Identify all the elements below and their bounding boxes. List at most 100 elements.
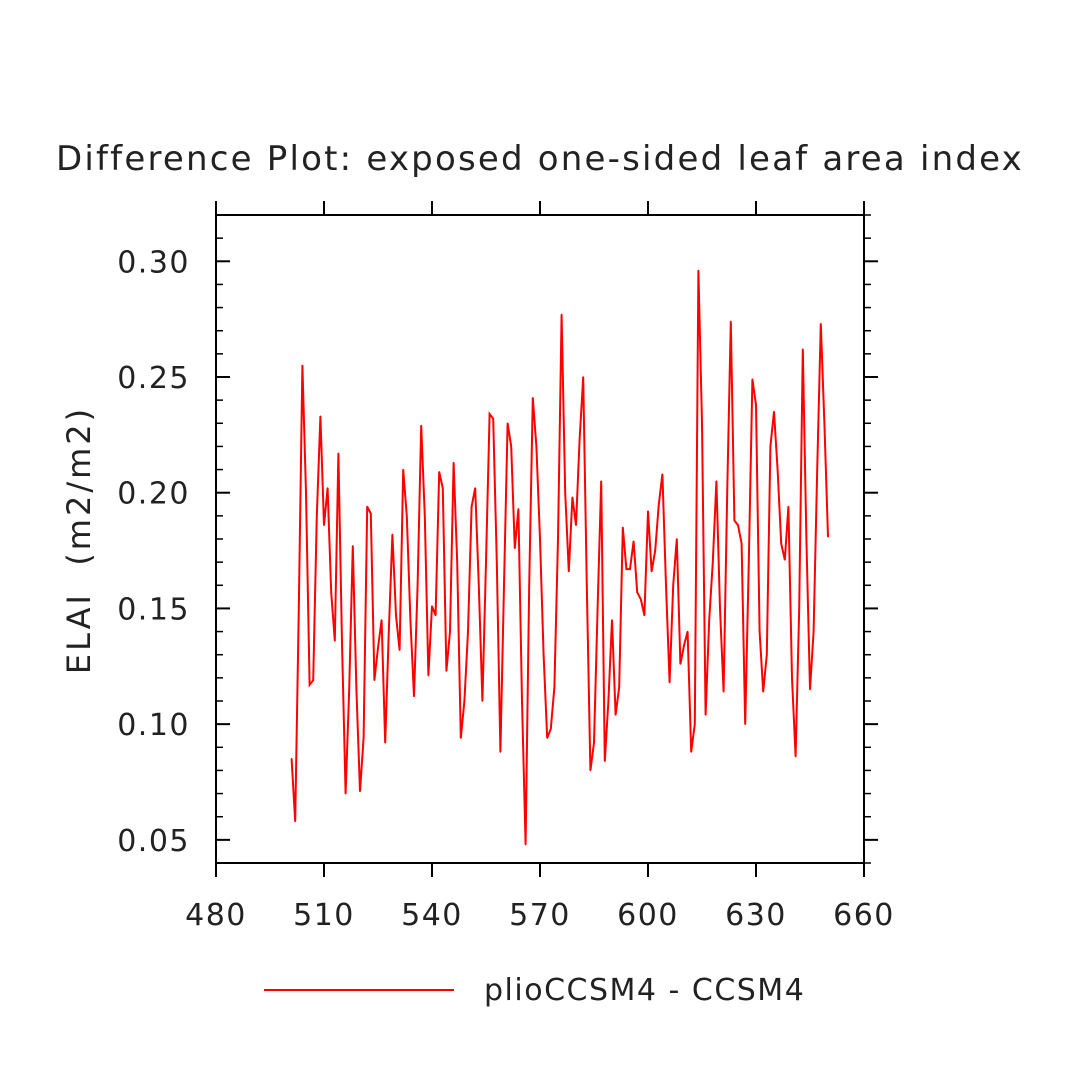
data-point: [290, 758, 293, 760]
data-point: [686, 630, 689, 633]
data-point: [668, 681, 671, 684]
y-tick-label: 0.05: [117, 824, 190, 859]
data-point: [607, 700, 610, 702]
data-point: [791, 677, 793, 679]
data-point: [586, 584, 588, 587]
data-point: [676, 538, 678, 540]
data-point: [640, 598, 642, 600]
data-point: [575, 524, 577, 526]
data-point: [496, 561, 498, 563]
data-point: [316, 515, 318, 517]
data-point: [722, 690, 725, 693]
data-point: [568, 570, 570, 573]
data-point: [618, 686, 620, 688]
data-point: [528, 584, 530, 587]
data-point: [820, 322, 822, 325]
x-tick-label: 510: [293, 898, 355, 933]
data-point: [445, 670, 448, 672]
data-point: [665, 584, 667, 587]
data-point: [485, 561, 487, 563]
data-point: [694, 723, 696, 725]
data-point: [463, 700, 466, 702]
data-point: [712, 561, 714, 563]
data-point: [355, 688, 358, 691]
data-point: [359, 790, 361, 793]
data-point: [467, 630, 469, 633]
data-point: [733, 519, 736, 522]
data-point: [546, 737, 548, 739]
y-tick-label: 0.20: [117, 477, 190, 512]
data-point: [460, 737, 462, 739]
data-point: [773, 410, 775, 413]
y-tick-label: 0.10: [117, 708, 190, 743]
data-point: [697, 269, 700, 272]
data-point: [672, 584, 674, 587]
data-point: [784, 559, 786, 561]
data-point: [809, 688, 811, 691]
data-point: [604, 760, 606, 762]
data-point: [679, 663, 682, 665]
data-point: [643, 614, 646, 617]
data-point: [312, 679, 315, 681]
data-point: [560, 313, 563, 316]
data-point: [730, 320, 732, 323]
data-point: [658, 503, 660, 506]
data-point: [431, 605, 433, 607]
data-point: [532, 397, 534, 399]
data-point: [787, 505, 790, 508]
y-minor-ticks: [216, 214, 871, 864]
data-point: [755, 403, 757, 406]
data-point: [744, 723, 746, 725]
data-point: [776, 468, 779, 471]
data-point: [449, 630, 451, 633]
data-point: [427, 674, 430, 677]
data-point: [654, 549, 656, 552]
data-point: [298, 607, 300, 610]
data-point: [330, 591, 333, 594]
data-point: [337, 452, 340, 455]
series-line: [290, 270, 829, 845]
data-point: [823, 422, 826, 425]
data-point: [326, 487, 329, 489]
data-point: [550, 727, 552, 730]
data-point: [625, 568, 628, 570]
data-point: [384, 741, 387, 744]
data-point: [521, 700, 523, 702]
data-point: [352, 545, 354, 547]
data-point: [377, 646, 379, 649]
data-point: [557, 538, 559, 540]
legend: plioCCSM4 - CCSM4: [264, 973, 804, 1008]
data-point: [578, 438, 581, 441]
data-point: [514, 547, 516, 550]
data-point: [636, 591, 638, 594]
data-point: [726, 491, 728, 494]
data-point: [366, 505, 369, 508]
data-point: [420, 424, 423, 427]
data-point: [780, 542, 782, 545]
data-point: [362, 737, 365, 739]
data-point: [409, 619, 412, 621]
data-point: [424, 515, 426, 517]
data-point: [373, 679, 376, 681]
y-axis-label: ELAI (m2/m2): [60, 406, 98, 674]
data-point: [406, 515, 408, 517]
data-point: [683, 644, 685, 647]
data-point: [798, 607, 800, 610]
data-point: [348, 688, 351, 691]
data-point: [452, 461, 455, 464]
data-point: [762, 690, 764, 693]
data-point: [769, 445, 772, 448]
data-point: [395, 614, 397, 617]
data-point: [622, 526, 624, 529]
data-point: [510, 445, 512, 448]
series-layer: [290, 269, 829, 846]
data-point: [524, 843, 527, 846]
data-point: [748, 561, 750, 563]
x-tick-label: 660: [833, 898, 895, 933]
data-point: [517, 508, 520, 510]
data-point: [571, 496, 574, 499]
data-point: [542, 653, 545, 656]
x-tick-label: 570: [509, 898, 571, 933]
data-point: [802, 348, 804, 351]
